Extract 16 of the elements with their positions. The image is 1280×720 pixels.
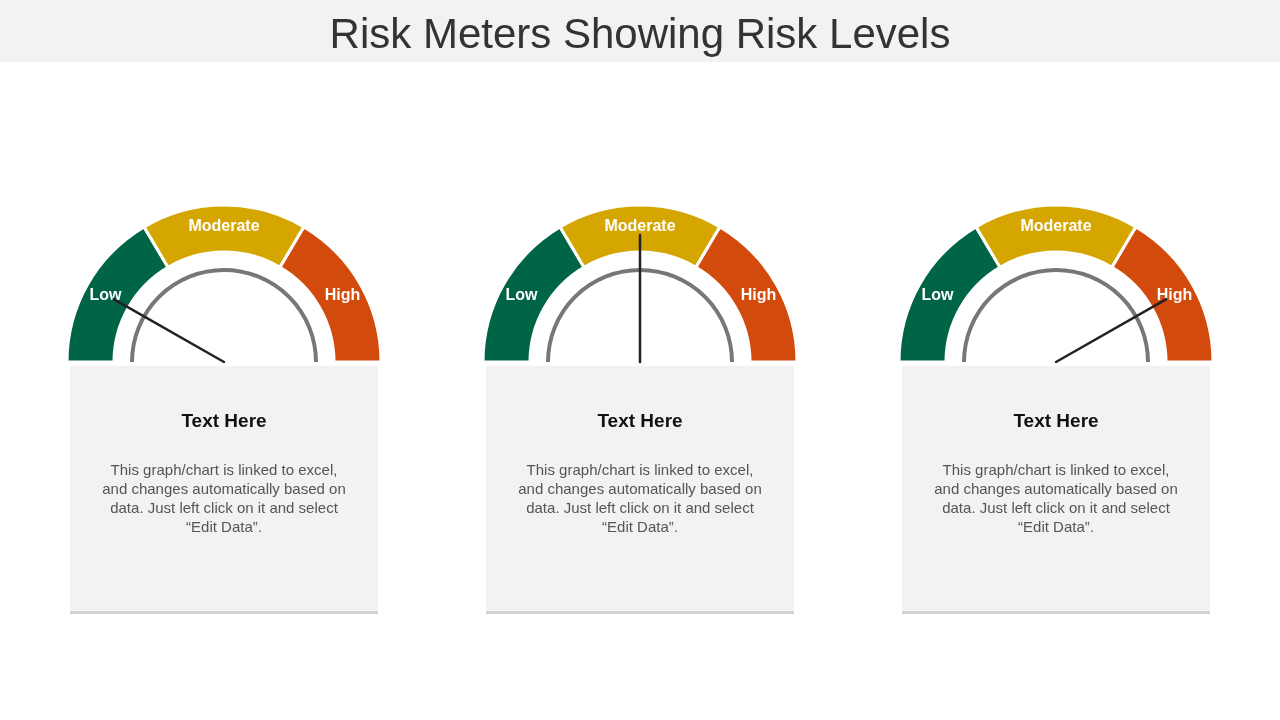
slice-label: Low xyxy=(89,285,122,303)
slice-label: High xyxy=(1156,285,1193,303)
slice-label: Low xyxy=(921,285,954,303)
slice-label: High xyxy=(324,285,361,303)
slice-label: Moderate xyxy=(604,217,676,234)
text: This graph/chart is linked to excel, and changes automatically based on data. Just left click on it and select “Edit Data”. xyxy=(101,460,347,536)
text: This graph/chart is linked to excel, and changes automatically based on data. Just left click on it and select “Edit Data”. xyxy=(517,460,763,536)
text: Text Here xyxy=(180,410,268,432)
chart-title: Risk Meters Showing Risk Levels xyxy=(328,10,952,58)
text: Text Here xyxy=(596,410,684,432)
slice-label: Moderate xyxy=(188,217,260,234)
slice-label: High xyxy=(740,285,777,303)
slice-label: Moderate xyxy=(1020,217,1092,234)
slice-label: Low xyxy=(505,285,538,303)
text: Text Here xyxy=(1012,410,1100,432)
text: This graph/chart is linked to excel, and changes automatically based on data. Just left click on it and select “Edit Data”. xyxy=(933,460,1179,536)
